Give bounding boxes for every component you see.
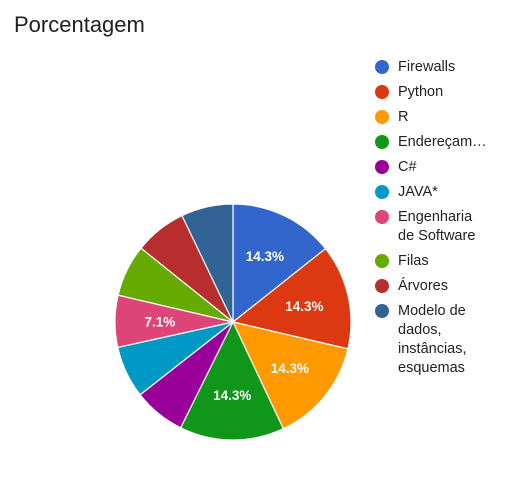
legend-swatch <box>375 85 389 99</box>
pie-slice-enderecam[interactable] <box>179 320 285 441</box>
legend-label: C# <box>398 159 417 175</box>
legend-swatch <box>375 110 389 124</box>
legend-swatch <box>375 60 389 74</box>
slice-label-python: 14.3% <box>285 299 323 314</box>
legend-item-r[interactable]: R <box>375 108 525 127</box>
pie-slice-modelo-de-dados-instancias-esquemas[interactable] <box>181 203 234 323</box>
pie-slice-python[interactable] <box>231 247 352 350</box>
legend: Firewalls Python R Endereçam… C# JAVA* Engenha… <box>375 58 525 384</box>
slice-label-r: 14.3% <box>271 361 309 376</box>
legend-label: R <box>398 109 409 125</box>
legend-label: JAVA* <box>398 184 438 200</box>
legend-label: Árvores <box>398 278 448 294</box>
legend-item-firewalls[interactable]: Firewalls <box>375 58 525 77</box>
legend-label: Modelo de dados, instâncias, esquemas <box>398 303 467 376</box>
legend-label: Filas <box>398 253 429 269</box>
legend-swatch <box>375 279 389 293</box>
legend-item-enderecam[interactable]: Endereçam… <box>375 133 525 152</box>
slice-label-engenharia-de-software: 7.1% <box>144 315 175 330</box>
pie-slice-firewalls[interactable] <box>232 203 327 324</box>
legend-item-c[interactable]: C# <box>375 158 525 177</box>
slice-label-enderecam: 14.3% <box>213 388 251 403</box>
legend-swatch <box>375 304 389 318</box>
slice-label-firewalls: 14.3% <box>246 249 284 264</box>
legend-swatch <box>375 135 389 149</box>
legend-swatch <box>375 185 389 199</box>
legend-item-modelo-de-dados-instancias-esquemas[interactable]: Modelo de dados, instâncias, esquemas <box>375 302 525 378</box>
chart-title: Porcentagem <box>14 12 145 37</box>
pie-slice-r[interactable] <box>231 321 349 430</box>
legend-item-filas[interactable]: Filas <box>375 252 525 271</box>
legend-label: Firewalls <box>398 59 456 75</box>
legend-item-java[interactable]: JAVA* <box>375 183 525 202</box>
legend-item-arvores[interactable]: Árvores <box>375 277 525 296</box>
legend-item-engenharia-de-software[interactable]: Engenharia de Software <box>375 208 525 246</box>
legend-label: Endereçam… <box>398 134 487 150</box>
legend-label: Engenharia de Software <box>398 209 476 244</box>
legend-swatch <box>375 254 389 268</box>
legend-swatch <box>375 160 389 174</box>
legend-swatch <box>375 210 389 224</box>
legend-item-python[interactable]: Python <box>375 83 525 102</box>
legend-label: Python <box>398 84 444 100</box>
